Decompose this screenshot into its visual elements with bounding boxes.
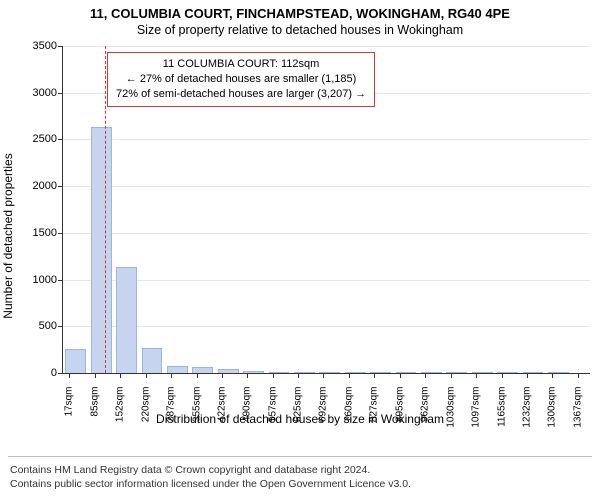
xtick-mark (120, 373, 121, 378)
property-marker-line (105, 46, 106, 373)
histogram-bar (497, 372, 518, 373)
gridline (63, 326, 590, 327)
histogram-bar (472, 372, 493, 373)
histogram-bar (269, 372, 290, 373)
xtick-mark (578, 373, 579, 378)
histogram-bar (167, 366, 188, 373)
callout-line-0: 11 COLUMBIA COURT: 112sqm (116, 57, 366, 72)
histogram-plot: 050010001500200025003000350017sqm85sqm15… (62, 46, 590, 374)
histogram-bar (65, 349, 86, 373)
callout-line-1: ← 27% of detached houses are smaller (1,… (116, 72, 366, 87)
callout-box: 11 COLUMBIA COURT: 112sqm← 27% of detach… (107, 52, 375, 107)
xtick-mark (476, 373, 477, 378)
title-block: 11, COLUMBIA COURT, FINCHAMPSTEAD, WOKIN… (0, 0, 600, 37)
title-main: 11, COLUMBIA COURT, FINCHAMPSTEAD, WOKIN… (0, 6, 600, 21)
histogram-bar (548, 372, 569, 373)
ytick-label: 500 (39, 320, 63, 332)
callout-line-2: 72% of semi-detached houses are larger (… (116, 87, 366, 102)
histogram-bar (319, 372, 340, 373)
histogram-bar (396, 372, 417, 373)
xtick-mark (451, 373, 452, 378)
xtick-mark (222, 373, 223, 378)
histogram-bar (370, 372, 391, 373)
x-axis-label: Distribution of detached houses by size … (0, 412, 600, 426)
y-axis-label: Number of detached properties (1, 153, 15, 318)
ytick-label: 3000 (33, 87, 63, 99)
xtick-mark (69, 373, 70, 378)
ytick-label: 1500 (33, 227, 63, 239)
xtick-mark (425, 373, 426, 378)
gridline (63, 186, 590, 187)
title-sub: Size of property relative to detached ho… (0, 23, 600, 37)
xtick-mark (527, 373, 528, 378)
histogram-bar (91, 127, 112, 373)
xtick-mark (171, 373, 172, 378)
gridline (63, 46, 590, 47)
ytick-label: 0 (51, 367, 63, 379)
histogram-bar (142, 348, 163, 373)
footer-line-0: Contains HM Land Registry data © Crown c… (10, 463, 590, 478)
xtick-mark (298, 373, 299, 378)
xtick-mark (146, 373, 147, 378)
footer-attribution: Contains HM Land Registry data © Crown c… (8, 456, 592, 500)
xtick-mark (273, 373, 274, 378)
xtick-mark (374, 373, 375, 378)
histogram-bar (243, 371, 264, 373)
ytick-label: 2500 (33, 133, 63, 145)
ytick-label: 1000 (33, 274, 63, 286)
xtick-mark (552, 373, 553, 378)
histogram-bar (446, 372, 467, 373)
xtick-mark (502, 373, 503, 378)
footer-line-1: Contains public sector information licen… (10, 477, 590, 492)
xtick-mark (95, 373, 96, 378)
histogram-bar (116, 267, 137, 374)
xtick-mark (400, 373, 401, 378)
histogram-bar (421, 372, 442, 373)
xtick-mark (349, 373, 350, 378)
gridline (63, 233, 590, 234)
xtick-mark (323, 373, 324, 378)
histogram-bar (523, 372, 544, 373)
xtick-mark (197, 373, 198, 378)
chart-wrap: Number of detached properties 0500100015… (0, 42, 600, 430)
ytick-label: 2000 (33, 180, 63, 192)
histogram-bar (192, 367, 213, 373)
ytick-label: 3500 (33, 40, 63, 52)
histogram-bar (218, 369, 239, 373)
gridline (63, 280, 590, 281)
gridline (63, 139, 590, 140)
xtick-mark (247, 373, 248, 378)
histogram-bar (294, 372, 315, 373)
histogram-bar (345, 372, 366, 373)
